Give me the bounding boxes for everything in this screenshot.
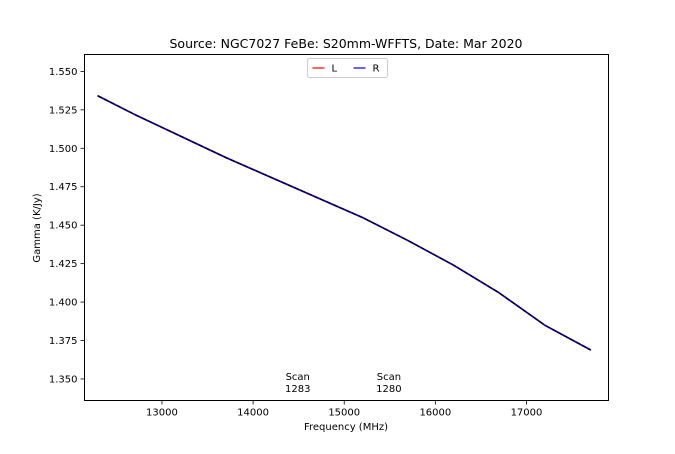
y-tick-label: 1.350 <box>49 374 78 385</box>
scan-annotation: Scan 1283 <box>285 372 310 395</box>
y-tick-label: 1.475 <box>49 182 78 193</box>
legend-box <box>307 58 388 78</box>
y-tick-label: 1.375 <box>49 336 78 347</box>
x-tick-label: 16000 <box>419 408 451 419</box>
y-tick-label: 1.550 <box>49 67 78 78</box>
x-tick-label: 14000 <box>237 408 269 419</box>
plot-area-frame <box>84 54 609 401</box>
y-axis-label: Gamma (K/Jy) <box>32 193 43 262</box>
series-line-fit <box>97 95 591 351</box>
y-tick-label: 1.425 <box>49 259 78 270</box>
series-layer <box>97 95 592 351</box>
x-tick-label: 17000 <box>511 408 543 419</box>
chart-title: Source: NGC7027 FeBe: S20mm-WFFTS, Date:… <box>170 36 523 51</box>
y-tick-label: 1.450 <box>49 221 78 232</box>
x-tick-label: 13000 <box>146 408 178 419</box>
legend-label: R <box>373 64 380 75</box>
annotation-layer: Scan 1283 Scan 1280 <box>285 372 402 395</box>
x-axis-label: Frequency (MHz) <box>304 422 388 433</box>
y-axis: 1.350 1.375 1.400 1.425 1.450 1.475 1.500 1.525… <box>49 67 85 385</box>
y-tick-label: 1.500 <box>49 144 78 155</box>
y-tick-label: 1.400 <box>49 298 78 309</box>
x-tick-label: 15000 <box>328 408 360 419</box>
y-tick-label: 1.525 <box>49 105 78 116</box>
legend-label: L <box>332 64 338 75</box>
x-axis: 13000 14000 15000 16000 17000 <box>146 400 543 419</box>
scan-annotation: Scan 1280 <box>376 372 401 395</box>
